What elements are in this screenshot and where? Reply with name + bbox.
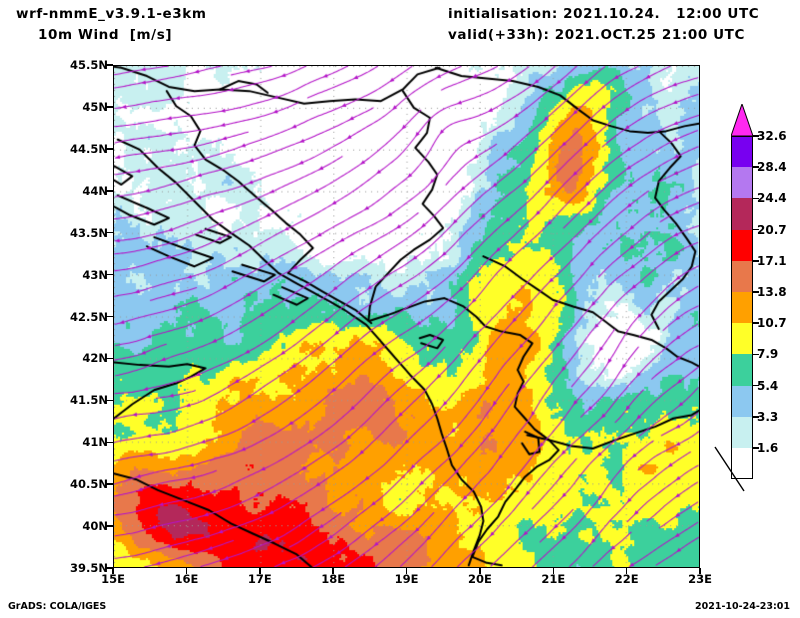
lat-tick-label: 40N (82, 519, 108, 534)
lat-tick-label: 41N (82, 435, 108, 450)
colorbar-band (731, 354, 753, 386)
grads-credit: GrADS: COLA/IGES (8, 601, 107, 612)
initialisation-time: initialisation: 2021.10.24. 12:00 UTC (448, 6, 760, 22)
lon-tick-mark (552, 568, 554, 574)
lon-tick-mark (479, 568, 481, 574)
lat-tick-label: 44.5N (70, 141, 108, 156)
lat-tick-mark (106, 525, 113, 527)
valid-time: valid(+33h): 2021.OCT.25 21:00 UTC (448, 27, 745, 43)
colorbar-tick-label: 32.6 (757, 129, 787, 143)
map-plot-area (113, 65, 700, 568)
field-title: 10m Wind [m/s] (38, 27, 173, 43)
lat-tick-label: 45N (82, 99, 108, 114)
lon-tick-mark (259, 568, 261, 574)
lon-tick-label: 17E (247, 572, 272, 586)
lon-tick-label: 22E (614, 572, 639, 586)
lon-tick-mark (112, 568, 114, 574)
model-title: wrf-nmmE_v3.9.1-e3km (16, 6, 207, 22)
colorbar-min-tail-icon (714, 446, 745, 492)
colorbar-tick-mark (753, 353, 759, 356)
colorbar-band (731, 323, 753, 355)
colorbar-band (731, 260, 753, 292)
colorbar-tick-label: 20.7 (757, 222, 787, 237)
lon-tick-label: 15E (101, 572, 125, 586)
lat-tick-label: 44N (82, 183, 108, 198)
lat-tick-label: 45.5N (70, 58, 108, 72)
lat-tick-mark (106, 315, 113, 318)
lat-tick-mark (106, 357, 113, 360)
lat-tick-label: 43N (82, 267, 108, 282)
lon-tick-mark (625, 568, 628, 574)
colorbar-tick-mark (753, 291, 759, 293)
colorbar-tick-label: 1.6 (757, 441, 779, 455)
lat-tick-mark (106, 441, 113, 443)
colorbar-tick-label: 7.9 (757, 347, 779, 362)
lon-tick-mark (405, 568, 408, 574)
colorbar-tick-label: 10.7 (757, 316, 787, 331)
colorbar-tick-mark (753, 322, 759, 324)
lat-tick-mark (106, 190, 113, 192)
colorbar-band (731, 229, 753, 261)
wind-field-canvas (114, 66, 699, 567)
lat-tick-label: 41.5N (70, 393, 108, 408)
lat-tick-mark (106, 483, 113, 485)
lon-tick-label: 19E (394, 572, 419, 586)
colorbar-tick-label: 24.4 (757, 191, 787, 206)
colorbar-band (731, 136, 753, 168)
lon-tick-label: 18E (321, 572, 346, 586)
lat-tick-mark (106, 273, 113, 276)
colorbar-tick-mark (753, 166, 759, 168)
colorbar-tick-mark (753, 416, 759, 418)
lat-tick-label: 39.5N (70, 561, 108, 575)
colorbar-tick-mark (753, 447, 759, 449)
lat-tick-label: 42.5N (70, 309, 108, 324)
colorbar-tick-label: 13.8 (757, 285, 787, 299)
colorbar-tick-label: 5.4 (757, 378, 779, 393)
colorbar-band (731, 448, 753, 480)
colorbar-band (731, 167, 753, 199)
lat-tick-mark (106, 231, 113, 234)
lat-tick-mark (106, 148, 113, 150)
colorbar-max-arrow-icon (731, 104, 753, 136)
lon-tick-label: 20E (467, 572, 492, 586)
colorbar-tick-label: 28.4 (757, 160, 787, 175)
colorbar-band (731, 416, 753, 448)
lon-tick-label: 16E (174, 572, 199, 586)
lat-tick-mark (106, 64, 113, 66)
colorbar-band (731, 198, 753, 230)
lat-tick-label: 43.5N (70, 225, 108, 240)
render-timestamp: 2021-10-24-23:01 (695, 601, 790, 612)
colorbar-tick-mark (753, 228, 759, 231)
lat-tick-label: 42N (82, 351, 108, 366)
lat-tick-mark (106, 399, 113, 402)
colorbar-tick-mark (753, 260, 759, 262)
lon-tick-mark (699, 568, 701, 574)
colorbar-tick-mark (753, 135, 759, 137)
lat-tick-mark (106, 567, 113, 569)
lon-tick-label: 21E (541, 572, 566, 586)
lon-tick-mark (332, 568, 334, 574)
header-bar: wrf-nmmE_v3.9.1-e3km 10m Wind [m/s] init… (0, 0, 800, 56)
colorbar-tick-mark (753, 384, 759, 387)
colorbar-band (731, 385, 753, 417)
colorbar-tick-label: 3.3 (757, 409, 779, 424)
lon-tick-mark (185, 568, 188, 574)
colorbar-tick-label: 17.1 (757, 253, 787, 268)
colorbar-tick-mark (753, 197, 759, 200)
lon-tick-label: 23E (688, 572, 712, 586)
colorbar-band (731, 292, 753, 324)
lat-tick-mark (106, 106, 113, 108)
lat-tick-label: 40.5N (70, 477, 108, 492)
